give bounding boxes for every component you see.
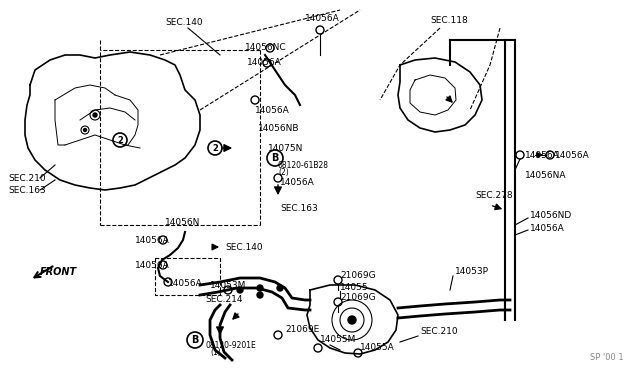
Text: 08120-9201E: 08120-9201E <box>205 340 256 350</box>
Text: B: B <box>191 335 198 345</box>
Text: SEC.210: SEC.210 <box>8 173 45 183</box>
Text: SEC.118: SEC.118 <box>430 16 468 25</box>
Text: SEC.214: SEC.214 <box>205 295 243 305</box>
Text: 14056NC: 14056NC <box>245 42 287 51</box>
Text: (2): (2) <box>278 167 289 176</box>
Text: 14056NB: 14056NB <box>258 124 300 132</box>
Circle shape <box>257 292 263 298</box>
Text: SEC.163: SEC.163 <box>8 186 45 195</box>
Text: 14075N: 14075N <box>268 144 303 153</box>
Circle shape <box>257 285 263 291</box>
Circle shape <box>93 113 97 117</box>
Circle shape <box>348 316 356 324</box>
Text: 14053P: 14053P <box>455 267 489 276</box>
Text: 14055A: 14055A <box>360 343 395 353</box>
Text: 14056N: 14056N <box>165 218 200 227</box>
Text: 2: 2 <box>212 144 218 153</box>
Text: 2: 2 <box>117 135 123 144</box>
Text: 14056A: 14056A <box>135 260 170 269</box>
Text: 21069G: 21069G <box>340 270 376 279</box>
Text: 14056ND: 14056ND <box>530 211 572 219</box>
Text: 14056A: 14056A <box>247 58 282 67</box>
Text: 14056A: 14056A <box>305 13 340 22</box>
Text: 14056A: 14056A <box>280 177 315 186</box>
Text: 14056A: 14056A <box>530 224 564 232</box>
Text: B: B <box>271 153 278 163</box>
Circle shape <box>83 128 86 131</box>
Text: 14055M: 14055M <box>320 336 356 344</box>
Text: 14055: 14055 <box>340 282 369 292</box>
Circle shape <box>277 285 283 291</box>
Text: 14056NA: 14056NA <box>525 170 566 180</box>
Text: SEC.140: SEC.140 <box>165 17 203 26</box>
Text: 14056A: 14056A <box>135 235 170 244</box>
Text: 21069G: 21069G <box>340 294 376 302</box>
Text: 14056A: 14056A <box>555 151 589 160</box>
Circle shape <box>237 287 243 293</box>
Text: SP '00 1: SP '00 1 <box>590 353 623 362</box>
Text: 14053M: 14053M <box>210 280 246 289</box>
Text: 14056A: 14056A <box>168 279 203 288</box>
Text: FRONT: FRONT <box>40 267 77 277</box>
Text: 14056A: 14056A <box>255 106 290 115</box>
Text: (1): (1) <box>210 347 221 356</box>
Text: SEC.278: SEC.278 <box>475 190 513 199</box>
Text: 21069E: 21069E <box>285 326 319 334</box>
Text: SEC.210: SEC.210 <box>420 327 458 337</box>
Text: SEC.163: SEC.163 <box>280 203 317 212</box>
Text: 14056A: 14056A <box>525 151 560 160</box>
Text: SEC.140: SEC.140 <box>225 243 262 251</box>
Text: 08120-61B28: 08120-61B28 <box>278 160 329 170</box>
